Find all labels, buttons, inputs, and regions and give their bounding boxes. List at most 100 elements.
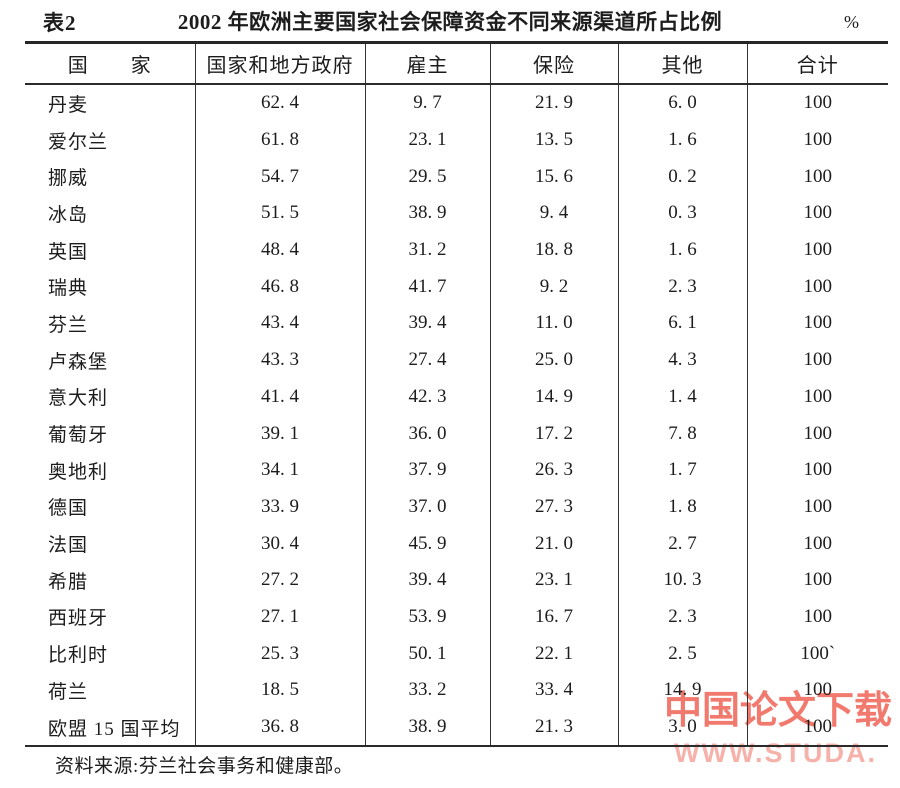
value-cell: 4. 3 [617, 341, 747, 379]
value-cell: 31. 2 [364, 231, 490, 269]
value-cell: 22. 1 [489, 635, 618, 672]
table-row: 欧盟 15 国平均 36. 8 38. 9 21. 3 3. 0 100 [25, 708, 888, 747]
country-cell: 冰岛 [48, 204, 89, 226]
value-cell: 18. 5 [194, 672, 365, 709]
country-cell: 挪威 [48, 168, 89, 190]
table-body: 丹麦 62. 4 9. 7 21. 9 6. 0 100 爱尔兰 61. 8 23. 1 13. … [25, 84, 888, 747]
country-cell: 意大利 [48, 388, 109, 410]
table-caption-area: 表2 2002 年欧洲主要国家社会保障资金不同来源渠道所占比例 % [0, 0, 900, 40]
country-cell: 奥地利 [48, 461, 109, 483]
value-cell: 0. 2 [617, 158, 747, 196]
table-row: 丹麦 62. 4 9. 7 21. 9 6. 0 100 [25, 84, 888, 122]
table-row: 瑞典 46. 8 41. 7 9. 2 2. 3 100 [25, 268, 888, 306]
value-cell: 7. 8 [617, 415, 747, 452]
value-cell: 10. 3 [617, 561, 747, 599]
value-cell: 48. 4 [194, 231, 365, 269]
value-cell: 100 [746, 708, 888, 747]
country-cell: 荷兰 [48, 681, 89, 703]
value-cell: 100 [746, 525, 888, 562]
value-cell: 3. 0 [617, 708, 747, 747]
value-cell: 100 [746, 451, 888, 489]
country-cell: 德国 [48, 498, 89, 520]
value-cell: 14. 9 [617, 672, 747, 709]
column-header: 其他 [617, 42, 747, 85]
value-cell: 100 [746, 415, 888, 452]
table-row: 希腊 27. 2 39. 4 23. 1 10. 3 100 [25, 561, 888, 599]
value-cell: 29. 5 [364, 158, 490, 196]
country-cell: 法国 [48, 535, 89, 557]
value-cell: 25. 0 [489, 341, 618, 379]
column-header: 雇主 [364, 42, 490, 85]
value-cell: 45. 9 [364, 525, 490, 562]
country-cell: 比利时 [48, 645, 109, 667]
value-cell: 1. 6 [617, 231, 747, 269]
value-cell: 1. 6 [617, 121, 747, 159]
value-cell: 27. 3 [489, 488, 618, 526]
value-cell: 34. 1 [194, 451, 365, 489]
column-header: 保险 [489, 42, 618, 85]
value-cell: 100 [746, 672, 888, 709]
source-note: 资料来源:芬兰社会事务和健康部。 [55, 756, 354, 777]
value-cell: 2. 3 [617, 268, 747, 306]
value-cell: 39. 1 [194, 415, 365, 452]
value-cell: 15. 6 [489, 158, 618, 196]
value-cell: 38. 9 [364, 708, 490, 747]
value-cell: 36. 8 [194, 708, 365, 747]
country-cell: 卢森堡 [48, 351, 109, 373]
value-cell: 100 [746, 305, 888, 342]
column-header: 合计 [746, 42, 888, 85]
value-cell: 37. 9 [364, 451, 490, 489]
value-cell: 17. 2 [489, 415, 618, 452]
table-row: 奥地利 34. 1 37. 9 26. 3 1. 7 100 [25, 451, 888, 489]
value-cell: 11. 0 [489, 305, 618, 342]
value-cell: 25. 3 [194, 635, 365, 672]
table-row: 法国 30. 4 45. 9 21. 0 2. 7 100 [25, 525, 888, 562]
value-cell: 100 [746, 341, 888, 379]
value-cell: 21. 3 [489, 708, 618, 747]
value-cell: 27. 4 [364, 341, 490, 379]
page-title: 2002 年欧洲主要国家社会保障资金不同来源渠道所占比例 [177, 10, 723, 34]
value-cell: 51. 5 [194, 195, 365, 232]
value-cell: 16. 7 [489, 598, 618, 636]
value-cell: 9. 7 [364, 84, 490, 122]
value-cell: 21. 9 [489, 84, 618, 122]
table-row: 葡萄牙 39. 1 36. 0 17. 2 7. 8 100 [25, 415, 888, 452]
value-cell: 61. 8 [194, 121, 365, 159]
column-header: 国家和地方政府 [194, 42, 365, 85]
value-cell: 54. 7 [194, 158, 365, 196]
column-header: 国 家 [25, 42, 195, 85]
value-cell: 9. 2 [489, 268, 618, 306]
country-cell: 葡萄牙 [48, 425, 109, 447]
value-cell: 27. 1 [194, 598, 365, 636]
country-cell: 西班牙 [48, 608, 109, 630]
value-cell: 36. 0 [364, 415, 490, 452]
value-cell: 100 [746, 268, 888, 306]
value-cell: 23. 1 [489, 561, 618, 599]
table-row: 芬兰 43. 4 39. 4 11. 0 6. 1 100 [25, 305, 888, 342]
value-cell: 43. 3 [194, 341, 365, 379]
value-cell: 2. 5 [617, 635, 747, 672]
value-cell: 46. 8 [194, 268, 365, 306]
table-row: 德国 33. 9 37. 0 27. 3 1. 8 100 [25, 488, 888, 526]
value-cell: 100 [746, 231, 888, 269]
value-cell: 53. 9 [364, 598, 490, 636]
value-cell: 100 [746, 561, 888, 599]
value-cell: 38. 9 [364, 195, 490, 232]
country-cell: 希腊 [48, 571, 89, 593]
country-cell: 丹麦 [48, 94, 89, 116]
value-cell: 100 [746, 195, 888, 232]
value-cell: 43. 4 [194, 305, 365, 342]
value-cell: 100 [746, 488, 888, 526]
value-cell: 62. 4 [194, 84, 365, 122]
country-cell: 芬兰 [48, 314, 89, 336]
value-cell: 9. 4 [489, 195, 618, 232]
country-cell: 英国 [48, 241, 89, 263]
country-cell: 欧盟 15 国平均 [48, 718, 181, 740]
value-cell: 37. 0 [364, 488, 490, 526]
value-cell: 100 [746, 84, 888, 122]
value-cell: 14. 9 [489, 378, 618, 416]
value-cell: 39. 4 [364, 561, 490, 599]
value-cell: 50. 1 [364, 635, 490, 672]
